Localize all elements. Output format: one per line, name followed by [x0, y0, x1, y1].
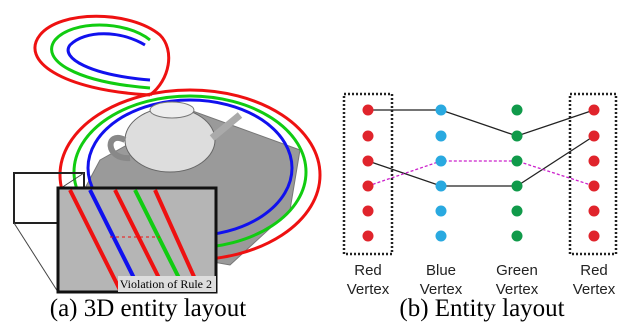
- vertex: [436, 206, 447, 217]
- group-box: [570, 94, 616, 254]
- inset-label: Violation of Rule 2: [120, 277, 212, 291]
- caption: (b) Entity layout: [399, 295, 564, 322]
- column-label: Red: [354, 262, 382, 279]
- vertex: [589, 105, 600, 116]
- vertex: [512, 181, 523, 192]
- red-curl: [35, 16, 169, 95]
- vertex: [512, 231, 523, 242]
- panel-a: Violation of Rule 2 (a) 3D entity layout: [14, 16, 320, 322]
- column-label: Blue: [426, 262, 456, 279]
- column-label: Red: [580, 262, 608, 279]
- vertex: [436, 131, 447, 142]
- vertex: [363, 231, 374, 242]
- vertex: [436, 156, 447, 167]
- vertex: [363, 131, 374, 142]
- vertex: [363, 156, 374, 167]
- vertex: [512, 131, 523, 142]
- column-label: Green: [496, 262, 538, 279]
- caption: (a) 3D entity layout: [50, 295, 247, 322]
- vertex: [436, 105, 447, 116]
- group-box: [344, 94, 392, 254]
- vertex: [436, 181, 447, 192]
- vertex: [512, 105, 523, 116]
- column-label: Vertex: [420, 281, 463, 298]
- vertex: [363, 206, 374, 217]
- zoom-line: [14, 223, 58, 292]
- vertex: [589, 206, 600, 217]
- vertex: [589, 181, 600, 192]
- vertex: [363, 105, 374, 116]
- panel-b: (b) Entity layout Red Vertex Blue Vertex Gre…: [344, 94, 616, 322]
- vertex: [512, 206, 523, 217]
- column-label: Vertex: [347, 281, 390, 298]
- vertex: [589, 231, 600, 242]
- teapot-lid: [150, 102, 194, 118]
- violating-link: [368, 161, 594, 186]
- link: [368, 110, 594, 136]
- figure: Violation of Rule 2 (a) 3D entity layout…: [0, 0, 627, 327]
- vertex: [436, 231, 447, 242]
- vertex: [512, 156, 523, 167]
- vertex: [589, 156, 600, 167]
- column-label: Vertex: [496, 281, 539, 298]
- column-label: Vertex: [573, 281, 616, 298]
- vertex: [363, 181, 374, 192]
- vertex: [589, 131, 600, 142]
